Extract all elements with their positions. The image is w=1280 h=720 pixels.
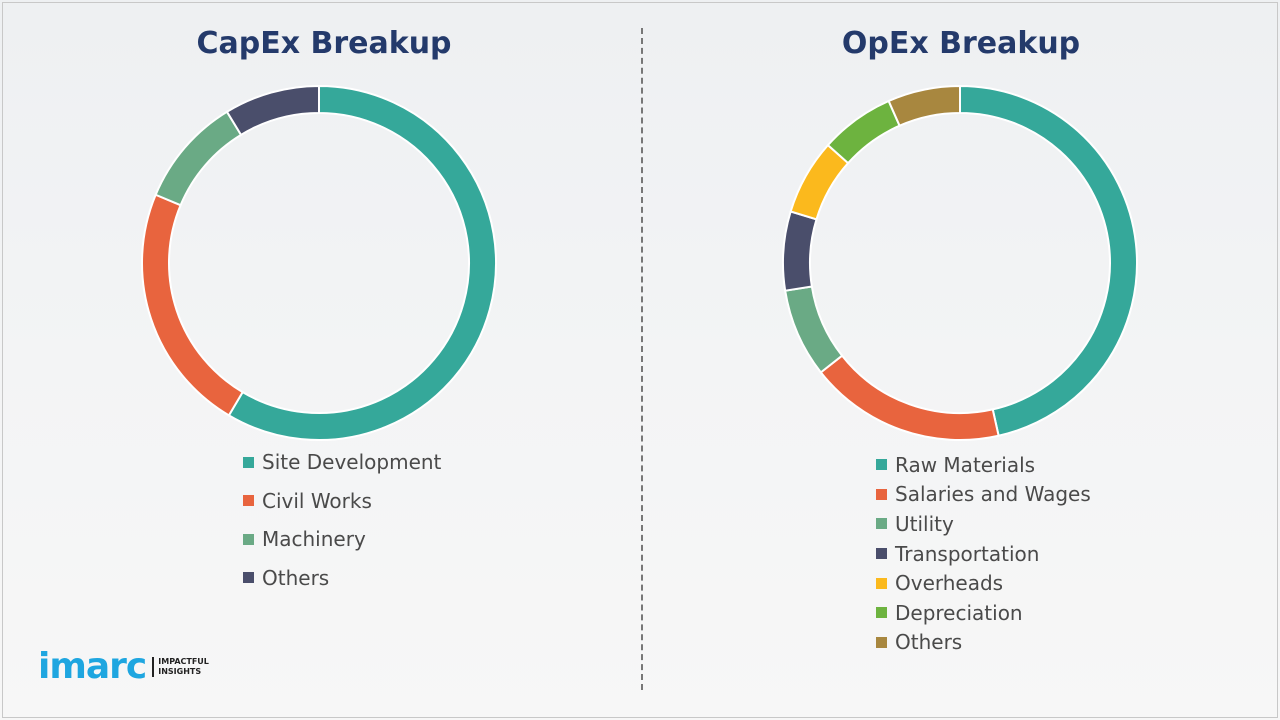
legend-label: Others — [262, 565, 330, 590]
legend-swatch — [876, 548, 887, 560]
legend-item: Raw Materials — [876, 450, 1091, 480]
capex-legend: Site Development Civil Works Machinery Othe… — [243, 443, 441, 597]
slice-salaries-and-wages — [819, 354, 1000, 441]
imarc-logo: imarc IMPACTFUL INSIGHTS — [38, 646, 209, 687]
legend-item: Salaries and Wages — [876, 480, 1091, 510]
opex-legend: Raw Materials Salaries and Wages Utility Tr… — [876, 450, 1091, 657]
divider — [641, 28, 643, 690]
slice-machinery — [154, 110, 243, 207]
legend-swatch — [876, 459, 887, 471]
legend-item: Site Development — [243, 443, 441, 482]
legend-label: Salaries and Wages — [895, 482, 1091, 507]
slice-transportation — [782, 210, 818, 292]
legend-item: Others — [876, 628, 1091, 658]
slice-others — [225, 84, 320, 137]
legend-swatch — [243, 456, 254, 468]
logo-tagline-1: IMPACTFUL — [158, 656, 209, 666]
slice-utility — [784, 285, 844, 374]
legend-label: Transportation — [895, 541, 1040, 566]
legend-swatch — [876, 636, 887, 648]
legend-label: Machinery — [262, 527, 366, 552]
legend-label: Raw Materials — [895, 452, 1036, 477]
logo-word: imarc — [38, 646, 147, 687]
legend-swatch — [876, 488, 887, 500]
legend-label: Civil Works — [262, 488, 372, 513]
legend-item: Depreciation — [876, 598, 1091, 628]
legend-swatch — [876, 607, 887, 619]
slice-depreciation — [826, 99, 901, 165]
legend-label: Others — [895, 630, 963, 655]
slice-civil-works — [141, 193, 245, 417]
legend-item: Utility — [876, 509, 1091, 539]
slice-raw-materials — [959, 84, 1138, 437]
legend-item: Machinery — [243, 520, 441, 559]
legend-swatch — [243, 572, 254, 584]
legend-label: Overheads — [895, 571, 1004, 596]
logo-tagline: IMPACTFUL INSIGHTS — [152, 656, 209, 677]
legend-swatch — [876, 518, 887, 530]
capex-donut — [141, 84, 497, 441]
slice-site-development — [227, 84, 497, 441]
legend-swatch — [876, 577, 887, 589]
legend-item: Others — [243, 559, 441, 598]
legend-swatch — [243, 495, 254, 507]
opex-donut — [782, 84, 1138, 441]
slice-others — [887, 84, 961, 128]
legend-swatch — [243, 533, 254, 545]
legend-item: Overheads — [876, 568, 1091, 598]
legend-label: Site Development — [262, 450, 442, 475]
legend-item: Transportation — [876, 539, 1091, 569]
legend-label: Utility — [895, 511, 954, 536]
legend-item: Civil Works — [243, 482, 441, 521]
logo-tagline-2: INSIGHTS — [158, 666, 202, 676]
opex-title: OpEx Breakup — [841, 26, 1081, 61]
capex-title: CapEx Breakup — [196, 26, 452, 61]
legend-label: Depreciation — [895, 600, 1023, 625]
